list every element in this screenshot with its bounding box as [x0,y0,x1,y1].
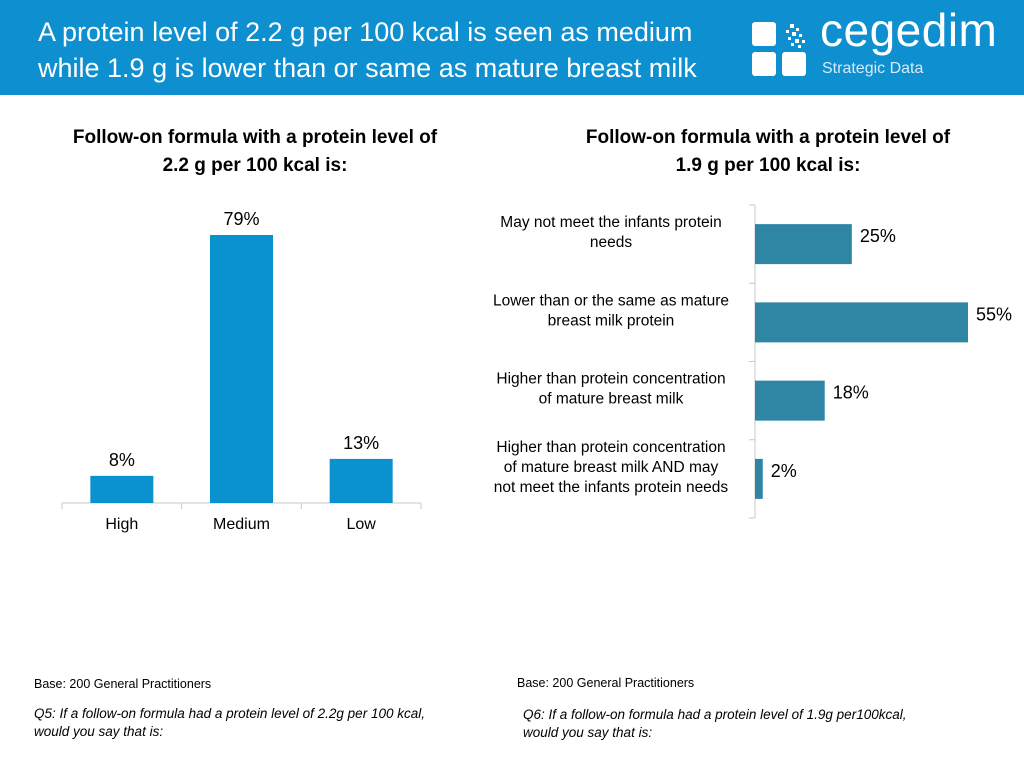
data-label: 79% [223,209,259,229]
page-title: A protein level of 2.2 g per 100 kcal is… [38,17,697,83]
bar-item-4 [755,458,763,499]
left-question-note: Q5: If a follow-on formula had a protein… [34,706,425,739]
bar-high [90,475,154,503]
category-label: High [105,516,138,533]
logo-square [782,52,806,76]
bar-item-2 [755,302,968,343]
cegedim-logo [752,22,806,76]
category-label: Lower than or the same as mature breast m… [493,292,729,329]
logo-subtitle: Strategic Data [822,60,924,77]
right-question-note: Q6: If a follow-on formula had a protein… [523,707,907,740]
category-label: Medium [213,516,270,533]
bar-medium [210,235,273,503]
logo-particles [786,24,805,48]
data-label: 13% [343,433,379,453]
header-banner [0,0,1024,95]
bar-item-3 [755,380,825,421]
right-chart-title: Follow-on formula with a protein level o… [585,127,951,176]
data-label: 8% [109,450,135,470]
logo-name: cegedim [820,4,998,56]
category-label: May not meet the infants protein needs [500,214,721,251]
logo-square [752,52,776,76]
logo-square [752,22,776,46]
bar-low [329,458,393,503]
data-label: 55% [976,304,1012,324]
data-label: 2% [771,461,797,481]
data-label: 25% [860,226,896,246]
category-label: Higher than protein concentration of matu… [494,439,729,496]
left-base-note: Base: 200 General Practitioners [34,677,212,691]
bar-item-1 [755,224,852,265]
category-label: Higher than protein concentration of matu… [496,371,725,408]
data-label: 18% [833,383,869,403]
right-base-note: Base: 200 General Practitioners [517,676,695,690]
category-label: Low [346,516,376,533]
left-chart-title: Follow-on formula with a protein level o… [72,127,438,176]
